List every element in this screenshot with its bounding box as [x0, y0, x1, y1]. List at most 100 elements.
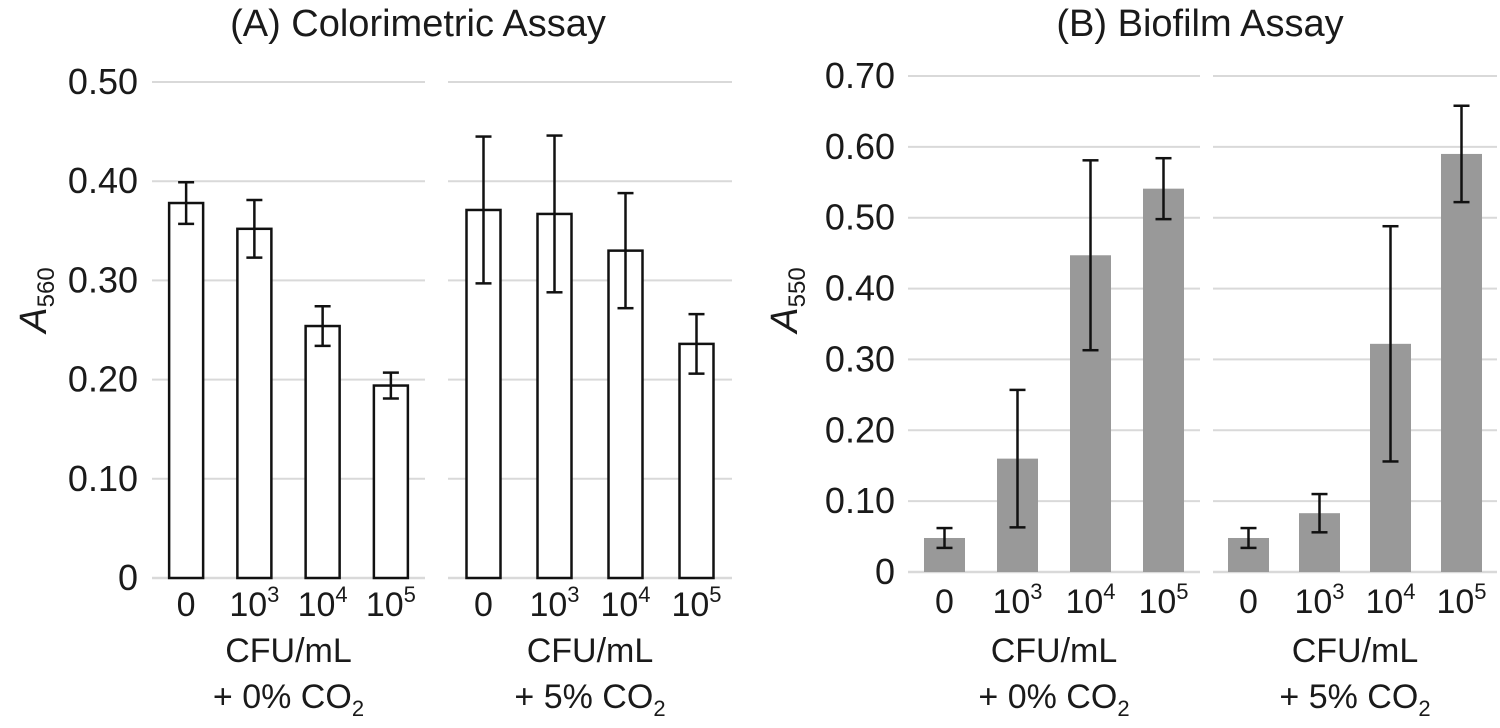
x-axis-unit-label: CFU/mL — [527, 632, 654, 670]
category-label: 0 — [177, 586, 196, 624]
category-exponent: 5 — [1176, 579, 1188, 604]
category-base: 10 — [671, 586, 709, 624]
panel-a-y-axis-label: A560 — [13, 267, 60, 334]
bar — [678, 342, 715, 580]
bar — [167, 201, 205, 580]
error-bar — [1453, 104, 1470, 204]
category-exponent: 3 — [267, 582, 279, 607]
error-bar — [1082, 159, 1099, 352]
error-bar — [178, 180, 195, 226]
error-bar — [1155, 156, 1172, 221]
category-base: 0 — [1239, 583, 1258, 621]
group-condition-subscript: 2 — [1117, 696, 1129, 721]
category-base: 10 — [529, 586, 567, 624]
x-axis-unit-label: CFU/mL — [1292, 632, 1419, 670]
category-exponent: 4 — [1103, 579, 1115, 604]
panel-b-title: (B) Biofilm Assay — [1056, 3, 1343, 45]
group-condition-label: + 0% CO2 — [213, 678, 364, 721]
y-tick-label: 0.10 — [68, 458, 138, 499]
category-exponent: 4 — [1403, 579, 1415, 604]
error-bar — [1382, 224, 1399, 463]
category-exponent: 3 — [567, 582, 579, 607]
group-condition-label: + 0% CO2 — [978, 678, 1129, 721]
y-tick-label: 0.50 — [825, 197, 895, 238]
error-bar — [246, 198, 263, 259]
bar — [304, 324, 341, 580]
bar — [372, 384, 410, 580]
category-exponent: 5 — [709, 582, 721, 607]
category-label: 0 — [1239, 583, 1258, 621]
category-label: 104 — [1365, 579, 1415, 621]
category-label: 105 — [1436, 579, 1486, 621]
y-tick-label: 0.30 — [68, 259, 138, 300]
y-tick-label: 0.50 — [68, 61, 138, 102]
category-exponent: 3 — [1030, 579, 1042, 604]
category-base: 10 — [1294, 583, 1332, 621]
category-label: 0 — [474, 586, 493, 624]
category-base: 10 — [1065, 583, 1103, 621]
category-label: 103 — [992, 579, 1042, 621]
category-base: 10 — [298, 586, 336, 624]
category-label: 103 — [229, 582, 279, 624]
category-base: 10 — [1365, 583, 1403, 621]
category-base: 10 — [600, 586, 638, 624]
category-label: 105 — [1138, 579, 1188, 621]
category-exponent: 5 — [404, 582, 416, 607]
panel-b-y-axis-label: A550 — [764, 267, 811, 334]
category-exponent: 3 — [1332, 579, 1344, 604]
category-base: 0 — [474, 586, 493, 624]
y-tick-label: 0.10 — [825, 480, 895, 521]
bar — [236, 227, 273, 580]
category-label: 103 — [529, 582, 579, 624]
y-tick-label: 0.30 — [825, 338, 895, 379]
panel-b-biofilm-assay: (B) Biofilm Assay A550 0 0.10 0.20 0.30 0.40… — [764, 3, 1497, 721]
x-axis-unit-label: CFU/mL — [225, 632, 352, 670]
category-exponent: 4 — [638, 582, 650, 607]
category-base: 10 — [1436, 583, 1474, 621]
category-label: 105 — [671, 582, 721, 624]
category-base: 10 — [229, 586, 267, 624]
group-condition-subscript: 2 — [1418, 696, 1430, 721]
error-bar — [546, 134, 563, 294]
error-bar — [314, 304, 331, 348]
bar — [1143, 188, 1184, 573]
category-label: 104 — [298, 582, 348, 624]
error-bar — [475, 135, 492, 285]
category-base: 10 — [992, 583, 1030, 621]
bar — [1441, 153, 1482, 572]
x-axis-unit-label: CFU/mL — [991, 632, 1118, 670]
category-exponent: 5 — [1474, 579, 1486, 604]
group-condition-subscript: 2 — [352, 696, 364, 721]
category-base: 0 — [935, 583, 954, 621]
y-tick-label: 0.20 — [825, 409, 895, 450]
group-condition-label: + 5% CO2 — [1279, 678, 1430, 721]
group-condition-text: + 5% CO — [1279, 678, 1418, 716]
category-label: 104 — [1065, 579, 1115, 621]
category-base: 10 — [1138, 583, 1176, 621]
y-tick-label: 0 — [118, 557, 138, 598]
group-condition-text: + 5% CO — [514, 678, 653, 716]
error-bar — [936, 526, 953, 550]
error-bar — [688, 312, 705, 375]
error-bar — [617, 191, 634, 310]
y-tick-label: 0 — [875, 551, 895, 592]
panel-a-colorimetric-assay: (A) Colorimetric Assay A560 0 0.10 0.20 0.3… — [13, 3, 732, 721]
y-tick-label: 0.40 — [68, 160, 138, 201]
error-bar — [1240, 526, 1257, 550]
category-label: 0 — [935, 583, 954, 621]
group-condition-text: + 0% CO — [978, 678, 1117, 716]
y-tick-label: 0.40 — [825, 268, 895, 309]
group-condition-text: + 0% CO — [213, 678, 352, 716]
category-label: 105 — [366, 582, 416, 624]
category-base: 0 — [177, 586, 196, 624]
category-exponent: 4 — [335, 582, 347, 607]
group-condition-label: + 5% CO2 — [514, 678, 665, 721]
error-bar — [1311, 492, 1328, 534]
y-tick-label: 0.20 — [68, 359, 138, 400]
group-condition-subscript: 2 — [653, 696, 665, 721]
category-base: 10 — [366, 586, 404, 624]
y-tick-label: 0.70 — [825, 55, 895, 96]
category-label: 103 — [1294, 579, 1344, 621]
y-tick-label: 0.60 — [825, 126, 895, 167]
